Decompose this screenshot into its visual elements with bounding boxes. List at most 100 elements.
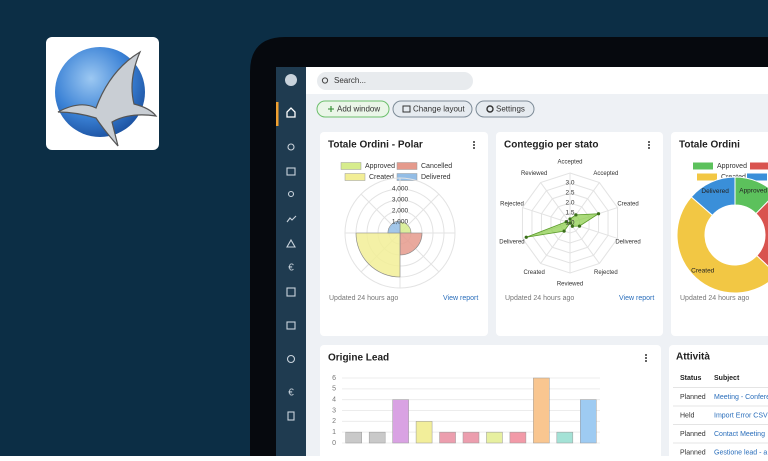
- axis-label: Created: [523, 270, 544, 276]
- currency-icon[interactable]: €: [288, 388, 294, 399]
- column-header: Status: [680, 375, 702, 382]
- menu-dot[interactable]: [648, 144, 650, 146]
- contacts-icon[interactable]: [287, 143, 295, 151]
- radial-tick-label: 3.0: [565, 180, 574, 187]
- search-icon: [321, 77, 329, 84]
- widget-title: Totale Ordini - Polar: [328, 140, 423, 151]
- legend-label: Cancelled: [421, 163, 452, 170]
- axis-label: Delivered: [499, 239, 524, 245]
- legend-swatch: [693, 162, 713, 170]
- legend-swatch: [396, 173, 418, 181]
- status-text: Planned: [680, 394, 706, 401]
- segment-label: Approved: [739, 187, 767, 194]
- menu-dot[interactable]: [645, 354, 647, 356]
- sidebar-logo[interactable]: [285, 74, 297, 86]
- subject-link[interactable]: Meeting - Conference: [714, 394, 768, 401]
- y-tick-label: 4: [332, 397, 336, 404]
- subject-link[interactable]: Contact Meeting: [714, 431, 765, 438]
- radial-tick-label: 2.5: [565, 190, 574, 197]
- bar: [392, 399, 409, 444]
- legend-swatch: [747, 173, 767, 181]
- radar-point: [596, 212, 601, 216]
- button-label: Settings: [496, 105, 525, 114]
- radar-point: [524, 235, 528, 239]
- plus-icon: [328, 106, 334, 112]
- active-indicator: [276, 102, 279, 126]
- search-box[interactable]: [317, 72, 473, 90]
- axis-label: Created: [617, 202, 638, 208]
- legend-swatch: [697, 173, 717, 181]
- column-header: Subject: [714, 375, 740, 382]
- radar-point: [577, 224, 582, 228]
- y-tick-label: 2: [332, 418, 336, 425]
- grid-icon[interactable]: [286, 321, 296, 330]
- updated-text: Updated 24 hours ago: [505, 295, 574, 302]
- settings-icon[interactable]: [286, 354, 296, 364]
- y-tick-label: 5: [332, 386, 336, 393]
- bar: [368, 431, 386, 444]
- axis-label: Delivered: [615, 239, 640, 245]
- bar: [486, 431, 503, 444]
- home-icon[interactable]: [286, 107, 296, 118]
- status-text: Planned: [680, 449, 706, 456]
- menu-dot[interactable]: [473, 144, 475, 146]
- bar: [462, 431, 480, 444]
- legend-label: Approved: [365, 163, 395, 170]
- subject-link[interactable]: Import Error CSV: [714, 412, 768, 419]
- legend-label: Created: [369, 174, 394, 181]
- radar-point: [570, 224, 574, 228]
- segment-label: Created: [691, 267, 715, 274]
- view-report-link[interactable]: View report: [619, 295, 654, 302]
- table-icon[interactable]: [286, 287, 296, 297]
- legend-swatch: [750, 162, 768, 170]
- menu-dot[interactable]: [648, 147, 650, 149]
- button-label: Add window: [337, 105, 380, 114]
- grid-spoke: [522, 207, 571, 224]
- menu-dot[interactable]: [645, 357, 647, 359]
- layout-icon: [402, 105, 411, 113]
- doughnut-segment: [690, 176, 736, 216]
- settings-button[interactable]: [475, 100, 535, 118]
- bar: [439, 431, 456, 444]
- legend-label: Delivered: [421, 174, 451, 181]
- add-window-button[interactable]: [316, 100, 390, 118]
- view-report-link[interactable]: View report: [443, 295, 478, 302]
- polar-segment: [355, 232, 401, 278]
- menu-dot[interactable]: [473, 147, 475, 149]
- legend-swatch: [340, 162, 362, 170]
- radar-point: [568, 217, 572, 221]
- widget-title: Origine Lead: [328, 353, 389, 364]
- radial-tick-label: 3,000: [392, 197, 409, 204]
- axis-label: Rejected: [500, 202, 524, 208]
- currency-icon[interactable]: €: [288, 263, 294, 274]
- y-tick-label: 0: [332, 440, 336, 447]
- users-icon[interactable]: [287, 190, 295, 198]
- grid-spoke: [569, 222, 600, 264]
- subject-link[interactable]: Gestione lead - a: [714, 449, 767, 456]
- menu-dot[interactable]: [648, 141, 650, 143]
- radar-point: [574, 213, 578, 217]
- polar-segment: [387, 220, 401, 234]
- axis-label: Accepted: [557, 160, 582, 166]
- radar-point: [562, 229, 566, 233]
- legend-label: Approved: [717, 163, 747, 170]
- updated-text: Updated 24 hours ago: [680, 295, 749, 302]
- trash-icon[interactable]: [287, 411, 295, 421]
- change-layout-button[interactable]: [392, 100, 473, 118]
- segment-label: Delivered: [701, 188, 729, 195]
- status-text: Planned: [680, 431, 706, 438]
- axis-label: Reviewed: [521, 171, 547, 177]
- menu-dot[interactable]: [473, 141, 475, 143]
- legend-swatch: [344, 173, 366, 181]
- accounts-icon[interactable]: [286, 167, 296, 176]
- widget-title: Totale Ordini: [679, 140, 740, 151]
- radial-tick-label: 1,000: [392, 219, 409, 226]
- legend-swatch: [396, 162, 418, 170]
- radial-tick-label: 4,000: [392, 186, 409, 193]
- menu-dot[interactable]: [645, 360, 647, 362]
- radial-tick-label: 1.5: [565, 210, 574, 217]
- alert-icon[interactable]: [286, 238, 296, 248]
- stats-icon[interactable]: [286, 215, 297, 223]
